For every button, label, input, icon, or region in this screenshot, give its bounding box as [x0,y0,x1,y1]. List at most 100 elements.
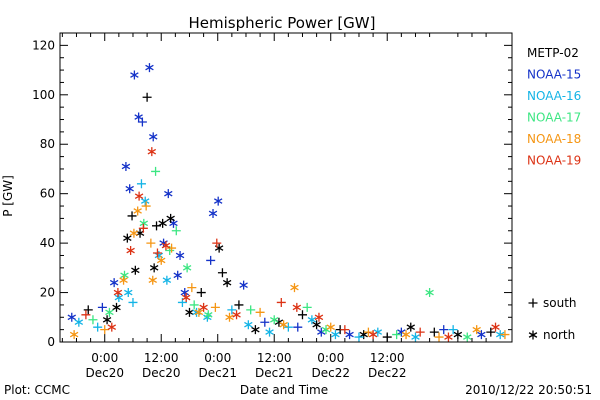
legend-entry: NOAA-18 [527,132,581,146]
data-point-south [136,179,146,189]
data-point-south [439,325,449,335]
data-point-south [206,255,216,265]
data-point-north [326,322,335,332]
data-point-south [363,327,373,337]
data-point-north [265,327,274,337]
data-point-south [448,325,458,335]
data-point-south [151,166,161,176]
data-point-north [307,315,317,325]
data-point-north [130,70,139,80]
y-tick-label: 100 [32,88,55,102]
data-point-south [152,221,162,231]
data-point-south [500,330,510,340]
data-point-south [293,322,303,332]
data-point-south [146,238,156,248]
data-point-north [312,320,321,330]
data-point-north [232,310,241,320]
data-point-north [129,228,139,238]
data-point-north [194,307,204,317]
chart-title: Hemispheric Power [GW] [189,14,376,32]
data-point-south [227,305,237,315]
plot-border [59,32,513,343]
data-point-south [217,268,227,278]
data-point-south [297,310,307,320]
data-point-north [182,263,192,273]
x-axis-label: Date and Time [240,383,328,397]
data-point-south [212,238,222,248]
legend: METP-02 NOAA-15 NOAA-16 NOAA-17 NOAA-18 NOAA-… [527,46,581,168]
x-tick-time: 12:00 [144,351,179,365]
data-point-south [187,283,197,293]
data-point-north [269,315,279,325]
x-tick-date: Dec21 [255,366,294,380]
data-point-north [134,112,143,122]
data-point-north [149,263,159,273]
y-tick-label: 60 [40,187,55,201]
data-point-south [283,322,293,332]
data-point-north [131,265,140,275]
data-point-north [175,250,185,260]
data-point-south [354,332,364,342]
legend-entry: NOAA-16 [527,89,581,103]
data-point-north [411,332,420,342]
data-point-north [208,208,218,218]
data-point-south [171,226,181,236]
y-tick-label: 20 [40,286,55,300]
y-axis: 0 20 40 60 80 100 120 [32,38,512,349]
data-point-north [314,312,324,322]
data-point-north [126,246,135,256]
data-point-north [279,320,288,330]
data-point-south [83,305,93,315]
data-point-north [368,330,378,340]
data-point-north [359,330,368,340]
data-point-north [148,132,158,142]
data-point-north [147,147,157,157]
data-point-north [345,330,354,340]
y-tick-label: 80 [40,137,55,151]
data-points [67,63,510,342]
data-point-south [234,300,244,310]
marker-legend-label: north [543,328,575,342]
data-point-north [213,196,223,206]
data-point-north [472,325,481,335]
data-point-north [119,275,128,285]
data-point-north [145,63,154,73]
data-point-south [382,332,392,342]
x-tick-date: Dec22 [368,366,407,380]
data-point-north [140,196,150,206]
data-point-north [166,213,175,223]
data-point-north [204,310,213,320]
data-point-south [152,248,162,258]
data-point-north [74,317,84,327]
data-point-south [142,92,152,102]
data-point-north [290,283,299,293]
data-point-north [102,315,112,325]
x-tick-time: 12:00 [370,351,405,365]
data-point-south [167,243,177,253]
data-point-north [120,270,129,280]
data-point-north [164,189,173,199]
data-point-north [251,325,260,335]
data-point-south [260,317,270,327]
x-tick-time: 0:00 [204,351,231,365]
y-tick-label: 0 [47,335,55,349]
data-point-north [401,330,411,340]
data-point-south [486,327,496,337]
data-point-north [123,233,132,243]
data-point-north [113,288,123,298]
data-point-south [93,322,103,332]
data-point-south [210,302,220,312]
data-point-north [491,322,500,332]
data-point-north [162,275,172,285]
data-point-south [137,117,147,127]
y-axis-label: P [GW] [1,175,15,217]
data-point-north [331,330,340,340]
data-point-south [276,297,286,307]
legend-entry: METP-02 [527,46,579,60]
data-point-south [127,211,137,221]
data-point-south [100,325,110,335]
data-point-north [158,218,167,228]
data-point-north [107,322,117,332]
data-point-north [244,320,253,330]
